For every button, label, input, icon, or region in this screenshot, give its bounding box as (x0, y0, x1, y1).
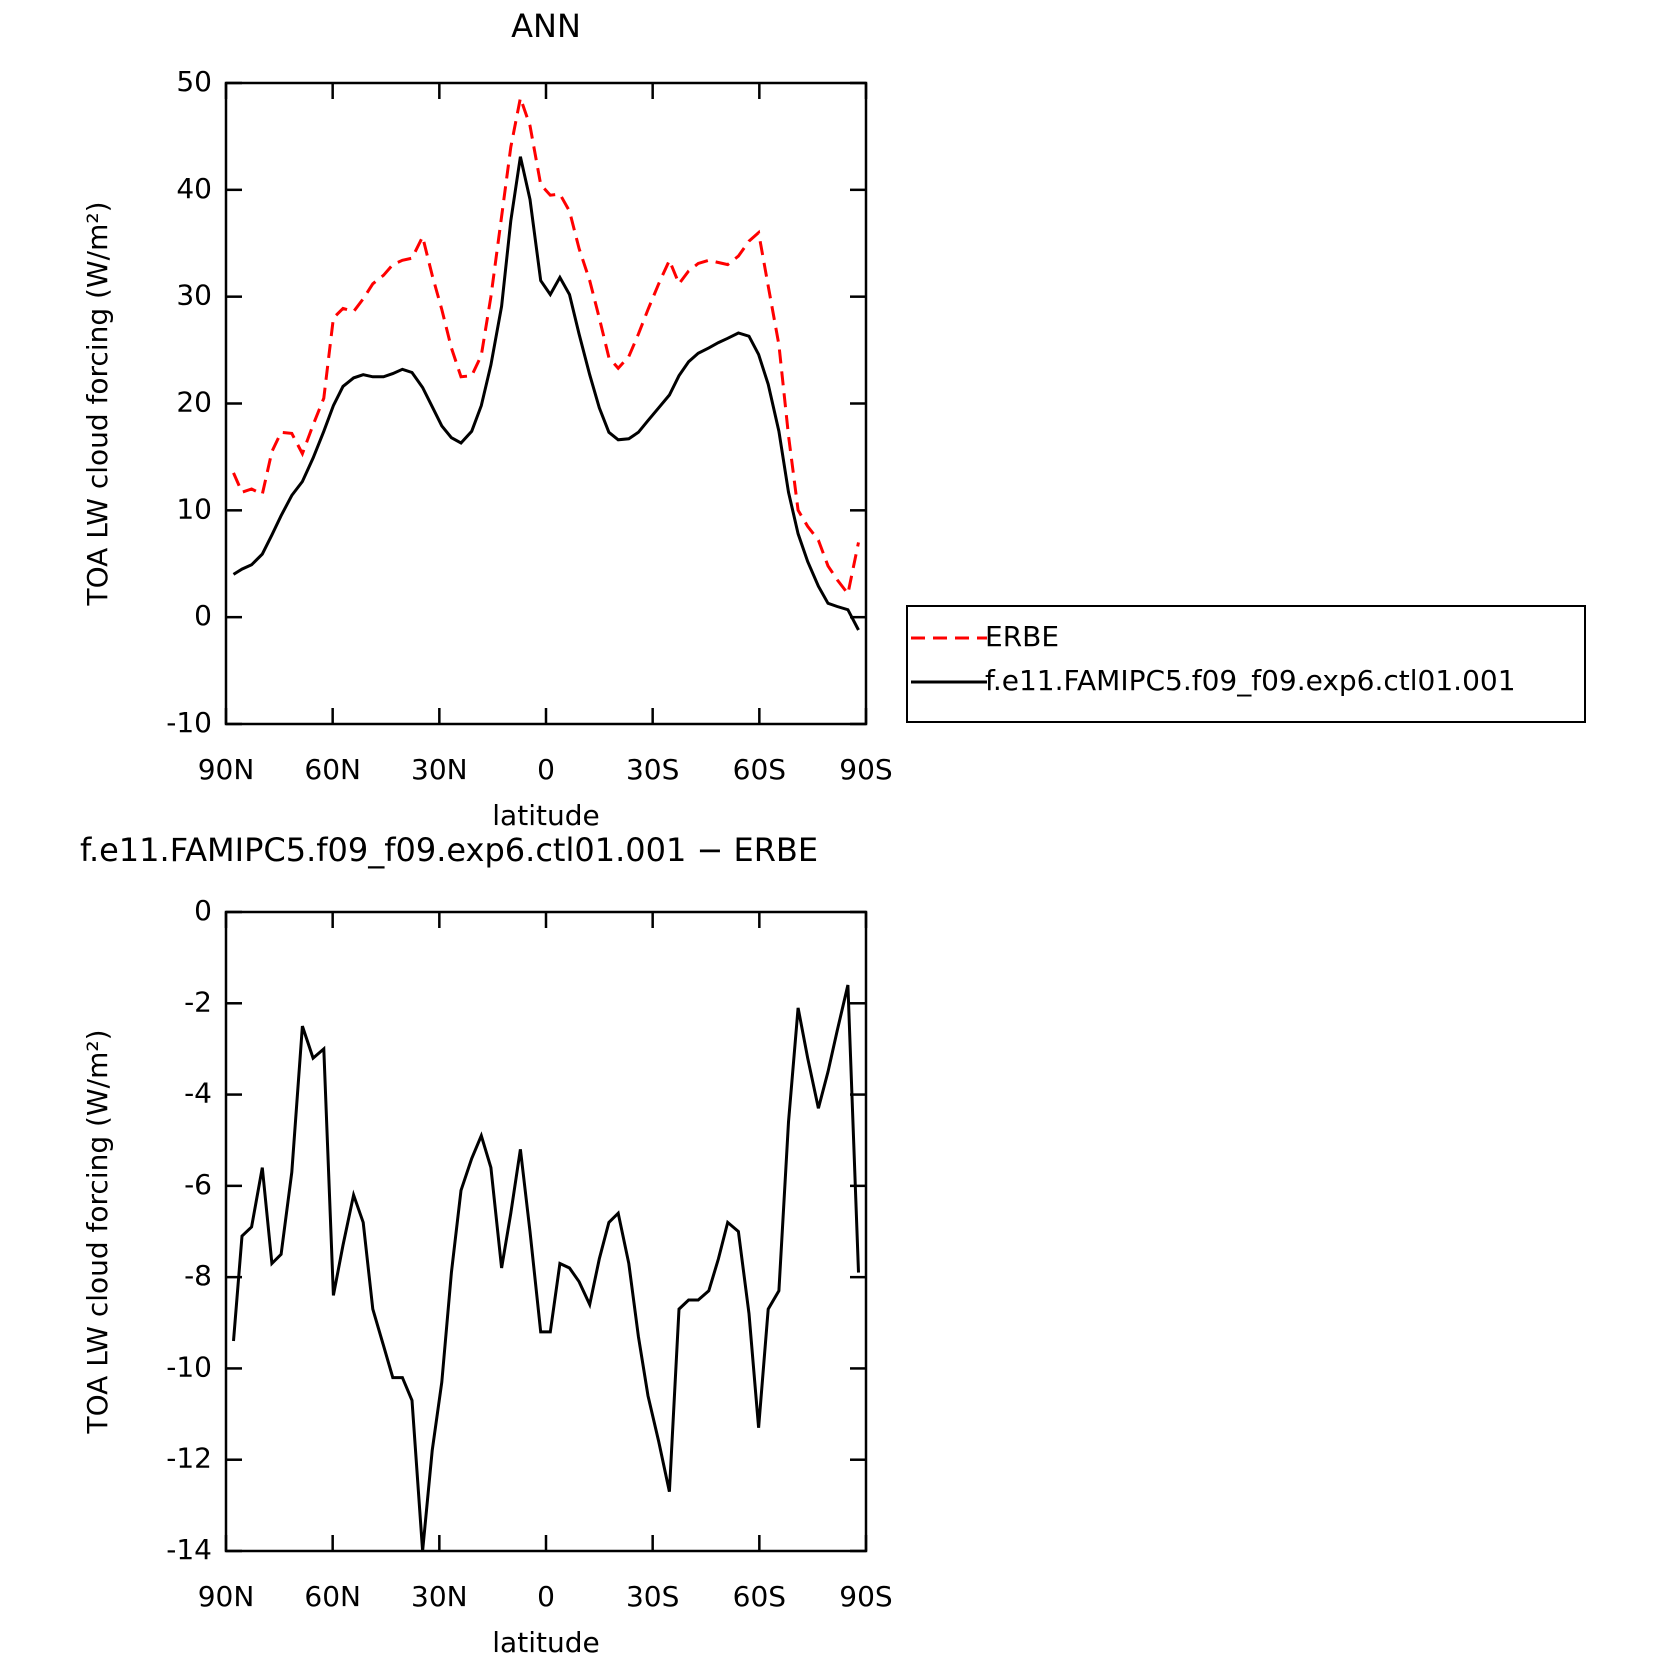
x-tick-label: 30N (411, 753, 468, 786)
x-tick-label: 0 (537, 1580, 555, 1613)
plot-frame (224, 81, 868, 726)
x-tick-label: 30S (626, 1580, 679, 1613)
x-tick-label: 90N (198, 753, 255, 786)
plot-frame (224, 910, 868, 1553)
y-tick-label: 20 (176, 386, 212, 419)
y-tick-label: -8 (184, 1259, 212, 1292)
legend-label: f.e11.FAMIPC5.f09_f09.exp6.ctl01.001 (985, 664, 1516, 697)
y-tick-label: -10 (166, 706, 212, 739)
x-tick-label: 30S (626, 753, 679, 786)
x-tick-label: 60N (304, 753, 361, 786)
x-tick-label: 90S (839, 753, 892, 786)
y-tick-label: -2 (184, 985, 212, 1018)
legend-box (906, 605, 1586, 723)
y-axis-label: TOA LW cloud forcing (W/m²) (81, 202, 114, 607)
y-tick-label: -4 (184, 1077, 212, 1110)
x-axis-label: latitude (492, 1626, 599, 1658)
x-tick-label: 60S (733, 1580, 786, 1613)
y-tick-label: 0 (194, 894, 212, 927)
x-tick-label: 60S (733, 753, 786, 786)
chart-title: f.e11.FAMIPC5.f09_f09.exp6.ctl01.001 − E… (80, 831, 818, 869)
y-tick-label: 30 (176, 279, 212, 312)
y-tick-label: -6 (184, 1168, 212, 1201)
y-tick-label: 40 (176, 172, 212, 205)
y-tick-label: -14 (166, 1533, 212, 1566)
y-tick-label: 10 (176, 492, 212, 525)
x-tick-label: 60N (304, 1580, 361, 1613)
data-line (232, 92, 860, 598)
x-axis-label: latitude (492, 799, 599, 832)
data-line (232, 984, 860, 1552)
x-tick-label: 30N (411, 1580, 468, 1613)
y-axis-label: TOA LW cloud forcing (W/m²) (81, 1030, 114, 1435)
chart-title: ANN (511, 7, 581, 45)
x-tick-label: 90N (198, 1580, 255, 1613)
y-tick-label: -12 (166, 1442, 212, 1475)
data-line (232, 156, 860, 631)
y-tick-label: -10 (166, 1350, 212, 1383)
y-tick-label: 0 (194, 599, 212, 632)
legend-label: ERBE (985, 620, 1059, 653)
x-tick-label: 0 (537, 753, 555, 786)
x-tick-label: 90S (839, 1580, 892, 1613)
y-tick-label: 50 (176, 65, 212, 98)
